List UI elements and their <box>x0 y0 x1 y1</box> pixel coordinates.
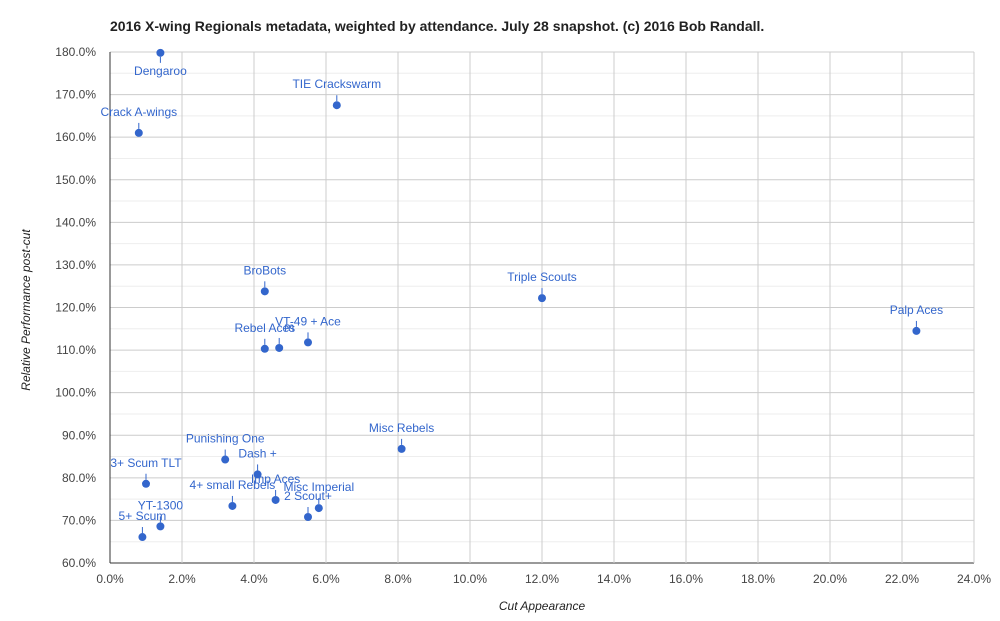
data-point <box>221 455 230 464</box>
y-tick-label: 150.0% <box>55 173 96 187</box>
data-point <box>142 479 150 488</box>
x-tick-label: 10.0% <box>453 572 487 586</box>
data-point <box>314 504 323 513</box>
data-point <box>332 101 341 110</box>
data-point <box>260 287 269 296</box>
x-tick-label: 14.0% <box>597 572 631 586</box>
point-label: Misc Rebels <box>369 421 434 435</box>
x-tick-label: 20.0% <box>813 572 847 586</box>
point-label: YT-1300 <box>138 498 184 512</box>
point-label: Rebel Aces <box>234 321 295 335</box>
x-tick-label: 24.0% <box>957 572 991 586</box>
data-point <box>912 326 921 335</box>
x-tick-label: 4.0% <box>240 572 268 586</box>
data-points: Dengaroo TIE Crackswarm Crack A-wings BroBo… <box>100 48 943 542</box>
data-point <box>397 444 406 453</box>
point-label: Triple Scouts <box>507 270 577 284</box>
x-axis-title: Cut Appearance <box>499 599 586 613</box>
tick-labels: 60.0% 70.0% 80.0% 90.0% 100.0% 110.0% 120.0% 13… <box>55 45 991 586</box>
data-point <box>304 513 312 522</box>
point-label: TIE Crackswarm <box>292 77 381 91</box>
data-point <box>275 343 284 352</box>
data-point <box>271 495 280 504</box>
chart-title: 2016 X-wing Regionals metadata, weighted… <box>110 18 764 34</box>
y-tick-label: 70.0% <box>62 513 96 527</box>
point-label: Punishing One <box>186 432 265 446</box>
y-tick-label: 160.0% <box>55 130 96 144</box>
point-label: 2 Scout+ <box>284 489 332 503</box>
y-tick-label: 80.0% <box>62 471 96 485</box>
x-tick-label: 0.0% <box>96 572 124 586</box>
data-point <box>260 344 269 353</box>
point-label: Dash + <box>238 446 276 460</box>
point-label: Imp Aces <box>251 472 300 486</box>
point-label: Palp Aces <box>890 303 943 317</box>
y-axis-title: Relative Performance post-cut <box>19 229 33 391</box>
y-tick-label: 120.0% <box>55 301 96 315</box>
y-tick-label: 100.0% <box>55 386 96 400</box>
data-point <box>134 128 143 137</box>
data-point <box>228 501 237 510</box>
y-tick-label: 140.0% <box>55 215 96 229</box>
point-label: 5+ Scum <box>119 509 167 523</box>
point-label: BroBots <box>243 263 286 277</box>
data-point <box>304 338 312 347</box>
x-tick-label: 6.0% <box>312 572 340 586</box>
y-tick-label: 110.0% <box>56 343 96 357</box>
point-label: m <box>284 320 294 334</box>
data-point <box>138 533 147 542</box>
point-label: VT-49 + Ace <box>275 314 341 328</box>
point-label: Crack A-wings <box>100 105 177 119</box>
y-tick-label: 170.0% <box>55 88 96 102</box>
data-point <box>538 294 546 303</box>
x-tick-label: 18.0% <box>741 572 775 586</box>
point-label: 4+ small Rebels <box>190 478 276 492</box>
y-tick-label: 180.0% <box>55 45 96 59</box>
x-tick-label: 12.0% <box>525 572 559 586</box>
point-label: Misc Imperial <box>283 480 354 494</box>
y-tick-label: 130.0% <box>55 258 96 272</box>
x-tick-label: 16.0% <box>669 572 703 586</box>
x-tick-label: 22.0% <box>885 572 919 586</box>
y-tick-label: 90.0% <box>62 428 96 442</box>
point-label: Dengaroo <box>134 64 187 78</box>
data-point <box>156 48 165 57</box>
x-tick-label: 8.0% <box>384 572 412 586</box>
data-point <box>156 522 165 531</box>
x-tick-label: 2.0% <box>168 572 196 586</box>
grid <box>109 51 975 564</box>
y-tick-label: 60.0% <box>62 556 96 570</box>
data-point <box>253 470 262 479</box>
point-label: 3+ Scum TLT <box>110 456 182 470</box>
